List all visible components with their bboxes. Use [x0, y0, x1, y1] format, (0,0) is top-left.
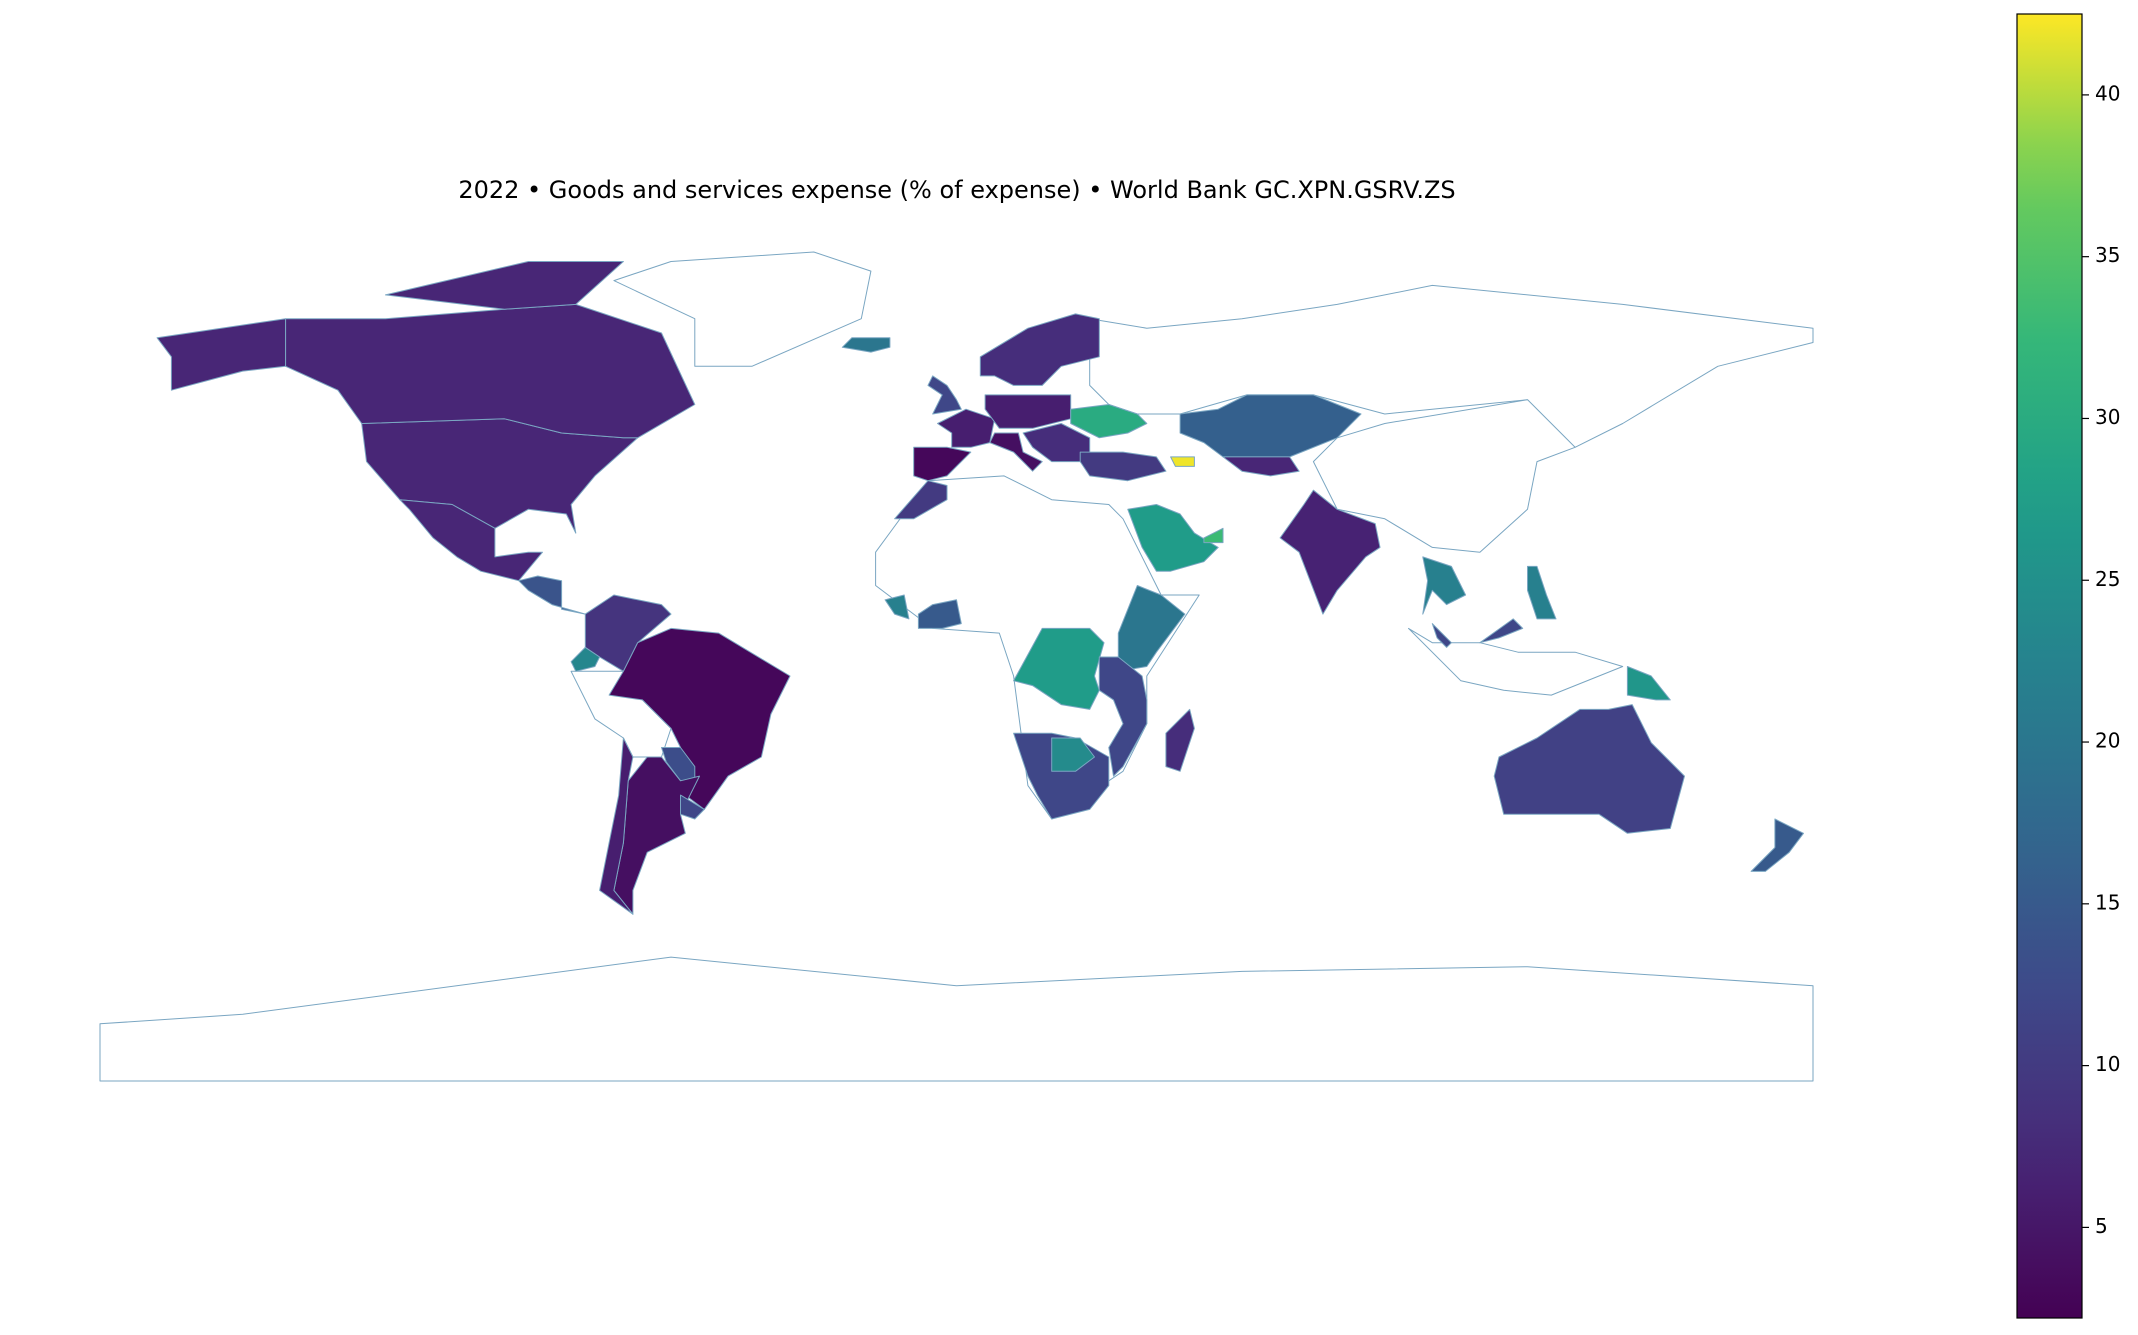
- region: [680, 794, 705, 820]
- region: [285, 303, 696, 439]
- region: [1431, 618, 1524, 648]
- region: [1626, 666, 1671, 701]
- colorbar-tick-label: 5: [2095, 1214, 2108, 1238]
- region: [1013, 627, 1105, 710]
- region: [399, 499, 543, 582]
- region: [894, 480, 948, 520]
- region: [1079, 451, 1167, 482]
- region: [1493, 704, 1685, 834]
- land-outline: [99, 956, 1814, 1082]
- colorbar-tick-label: 35: [2095, 243, 2120, 267]
- region: [1203, 527, 1224, 544]
- land-outline: [1408, 627, 1624, 696]
- region: [1222, 456, 1300, 477]
- region: [979, 313, 1100, 386]
- region: [570, 646, 601, 672]
- colorbar-tick-label: 25: [2095, 567, 2120, 591]
- region: [1422, 556, 1467, 615]
- region: [1179, 394, 1362, 458]
- region: [913, 446, 972, 482]
- region: [1070, 404, 1148, 439]
- land-outline: [613, 251, 872, 367]
- colorbar: [2016, 13, 2083, 1319]
- region: [518, 575, 586, 615]
- colorbar-tick-label: 15: [2095, 890, 2120, 914]
- region: [1117, 585, 1186, 672]
- region: [1127, 504, 1219, 572]
- region: [884, 594, 910, 620]
- region: [1170, 456, 1195, 467]
- colorbar-tick-label: 20: [2095, 729, 2120, 753]
- region: [989, 432, 1043, 472]
- land-outline: [1312, 399, 1576, 553]
- regions: [156, 261, 1804, 915]
- region: [1750, 818, 1804, 872]
- colorbar-tick-label: 10: [2095, 1052, 2120, 1076]
- region: [1279, 489, 1381, 615]
- region: [1051, 737, 1095, 772]
- region: [841, 337, 891, 353]
- land-outline: [1089, 284, 1814, 448]
- region: [385, 261, 624, 310]
- colorbar-tick-label: 40: [2095, 81, 2120, 105]
- region: [1165, 708, 1195, 772]
- region: [1527, 565, 1557, 620]
- chart-title: 2022 • Goods and services expense (% of …: [458, 176, 1455, 204]
- region: [927, 375, 962, 415]
- region: [937, 408, 996, 448]
- region: [917, 599, 962, 629]
- colorbar-tick-label: 30: [2095, 405, 2120, 429]
- region: [599, 737, 634, 915]
- region: [1098, 656, 1148, 777]
- region: [984, 394, 1072, 429]
